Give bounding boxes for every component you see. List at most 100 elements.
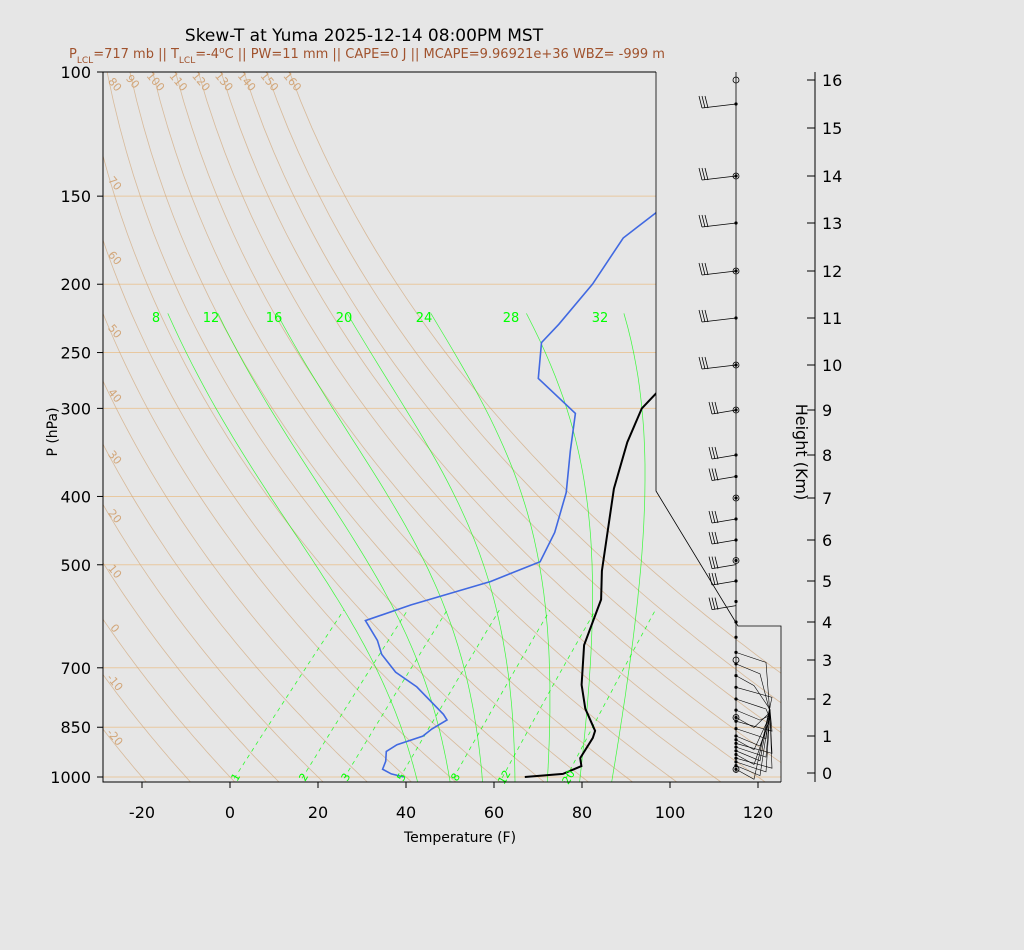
- wind-barb-feather: [701, 167, 706, 181]
- x-tick-label-120: 120: [743, 803, 774, 822]
- moist-adiabat-12: [217, 313, 451, 782]
- height-tick-label-3: 3: [822, 651, 832, 670]
- wind-barb-feather: [714, 510, 719, 524]
- dry-adiabat-120: [197, 72, 766, 782]
- mixing-ratio-line-12: [499, 610, 596, 782]
- chart-title: Skew-T at Yuma 2025-12-14 08:00PM MST: [185, 26, 544, 46]
- moist-adiabat-label-32: 32: [592, 311, 609, 326]
- wind-strand: [735, 712, 771, 728]
- wind-barb-feather: [701, 262, 706, 276]
- dry-adiabat-60: [103, 238, 501, 782]
- wind-dot: [734, 599, 738, 604]
- wind-open-circle: [732, 76, 740, 84]
- wind-barb-feather: [714, 572, 719, 586]
- mixing-ratio-line-8: [450, 610, 551, 782]
- wind-strand: [735, 709, 771, 721]
- height-tick-label-0: 0: [822, 764, 832, 783]
- wind-barb-feather: [701, 214, 706, 228]
- moist-adiabat-16: [276, 313, 483, 782]
- wind-barb-feather: [711, 556, 716, 569]
- wind-barb: [711, 580, 737, 586]
- mixing-ratio-line-5: [396, 609, 500, 782]
- wind-barb-feather: [708, 556, 713, 569]
- x-tick-label-100: 100: [655, 803, 686, 822]
- height-tick-label-10: 10: [822, 356, 842, 375]
- dry-adiabat-80: [106, 72, 589, 782]
- dry-adiabat-130: [220, 72, 781, 764]
- dry-adiabat-0: [103, 618, 236, 782]
- moist-adiabat-24: [430, 313, 551, 782]
- wind-barb-feather: [708, 510, 713, 524]
- height-axis-label: Height (Km): [792, 404, 811, 501]
- wind-barb: [711, 539, 737, 545]
- wind-barb-feather: [704, 167, 709, 181]
- wind-barb-feather: [704, 95, 709, 109]
- wind-barb: [711, 476, 737, 481]
- dry-adiabat-20: [103, 503, 324, 782]
- dry-adiabat-40: [103, 380, 413, 782]
- dry-adiabat-150: [266, 72, 781, 704]
- wind-barb-feather: [708, 468, 713, 481]
- wind-barb-feather: [701, 309, 706, 323]
- wind-open-circle: [732, 557, 740, 564]
- wind-dot: [734, 635, 738, 639]
- wind-barb-feather: [714, 468, 719, 481]
- wind-barb: [711, 409, 737, 415]
- wind-barb-feather: [701, 356, 706, 370]
- height-tick-label-12: 12: [822, 262, 842, 281]
- wind-barb-feather: [711, 572, 716, 586]
- dry-adiabat-90: [129, 72, 634, 782]
- height-tick-label-6: 6: [822, 531, 832, 550]
- wind-strand: [735, 709, 773, 732]
- mixing-ratio-line-20: [563, 610, 656, 782]
- wind-barb-feather: [701, 95, 706, 109]
- y-axis-label: P (hPa): [45, 407, 61, 456]
- wind-barb-feather: [711, 597, 716, 610]
- x-tick-label-80: 80: [572, 803, 592, 822]
- wind-barb-feather: [708, 401, 713, 415]
- wind-strand: [735, 698, 771, 719]
- moist-adiabat-label-12: 12: [203, 311, 220, 326]
- wind-open-circle: [732, 494, 740, 502]
- mixing-ratio-line-1: [231, 609, 344, 782]
- wind-barb-feather: [704, 262, 709, 276]
- wind-barb: [711, 454, 737, 460]
- plot-frame: [102, 71, 781, 783]
- wind-dot: [734, 496, 738, 500]
- height-tick-label-2: 2: [822, 690, 832, 709]
- moist-adiabat-label-8: 8: [152, 311, 160, 326]
- x-tick-label-0: 0: [225, 803, 235, 822]
- moist-adiabat-28: [526, 313, 593, 782]
- wind-strand: [735, 675, 771, 710]
- dry-adiabat-50: [103, 312, 457, 782]
- wind-barb-feather: [714, 401, 719, 415]
- height-tick-label-1: 1: [822, 727, 832, 746]
- height-tick-label-8: 8: [822, 446, 832, 465]
- wind-strand: [735, 687, 773, 707]
- axes: 100 150 200 250 300 400 500 700 850 1000 -20 0 20 40 6…: [50, 63, 781, 822]
- height-tick-label-11: 11: [822, 309, 842, 328]
- x-tick-label--20: -20: [129, 803, 155, 822]
- wind-barb-feather: [704, 214, 709, 228]
- wind-barb-feather: [698, 262, 703, 276]
- moist-adiabat-32: [611, 313, 646, 782]
- wind-strand: [735, 715, 773, 769]
- wind-barb: [711, 605, 737, 610]
- wind-barb-feather: [711, 531, 716, 545]
- height-tick-label-13: 13: [822, 214, 842, 233]
- y-tick-label-100: 100: [60, 63, 91, 82]
- wind-barb: [711, 518, 737, 524]
- wind-barb-feather: [711, 401, 716, 415]
- wind-barb-feather: [704, 309, 709, 323]
- chart-subtitle: PLCL=717 mb || TLCL=-4oC || PW=11 mm || …: [69, 46, 665, 66]
- wind-barb-feather: [704, 356, 709, 370]
- y-tick-label-850: 850: [60, 718, 91, 737]
- wind-strand: [735, 718, 771, 747]
- height-tick-label-5: 5: [822, 572, 832, 591]
- height-tick-label-15: 15: [822, 119, 842, 138]
- y-tick-label-200: 200: [60, 275, 91, 294]
- wind-barb-feather: [698, 95, 703, 109]
- wind-strand: [735, 715, 771, 751]
- wind-barb-feather: [708, 446, 713, 460]
